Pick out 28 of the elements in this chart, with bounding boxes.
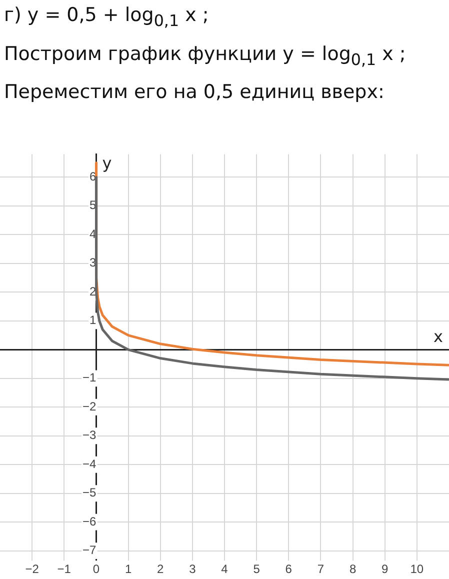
x-tick-label: 10 bbox=[410, 562, 424, 576]
x-tick-label: −1 bbox=[57, 562, 72, 576]
y-tick-label: −2 bbox=[82, 399, 97, 414]
y-tick-label: −4 bbox=[82, 456, 97, 471]
x-axis-title: x bbox=[434, 326, 443, 346]
text: Переместим его на 0,5 единиц вверх: bbox=[4, 81, 386, 105]
chart-subtitle: Построим график функции y = log$_{0,1}$ x ; bbox=[4, 42, 407, 70]
y-tick-label: −1 bbox=[82, 370, 97, 385]
y-axis-title: y bbox=[102, 153, 112, 172]
x-tick-label: 7 bbox=[317, 562, 324, 576]
y-tick-label: 1 bbox=[90, 313, 97, 328]
y-tick-label: 2 bbox=[90, 284, 97, 298]
x-tick-label: 9 bbox=[382, 562, 389, 576]
y-tick-label: −7 bbox=[82, 543, 97, 558]
y-tick-label: 4 bbox=[90, 226, 97, 241]
x-tick-label: 2 bbox=[157, 562, 164, 576]
x-tick-label: 6 bbox=[285, 562, 292, 576]
x-tick-label: 0 bbox=[92, 562, 100, 576]
x-tick-label: 3 bbox=[189, 562, 196, 576]
y-tick-label: −5 bbox=[82, 486, 97, 500]
y-tick-label: −3 bbox=[82, 428, 97, 442]
x-tick-label: −2 bbox=[25, 562, 40, 576]
y-tick-label: −6 bbox=[82, 514, 97, 528]
x-tick-label: 4 bbox=[221, 562, 228, 576]
x-tick-label: 1 bbox=[124, 562, 132, 576]
x-tick-label: 5 bbox=[253, 562, 260, 576]
chart-title: г) y = 0,5 + log$_{0,1}$ x ; bbox=[4, 4, 210, 31]
x-tick-label: 8 bbox=[349, 562, 356, 576]
